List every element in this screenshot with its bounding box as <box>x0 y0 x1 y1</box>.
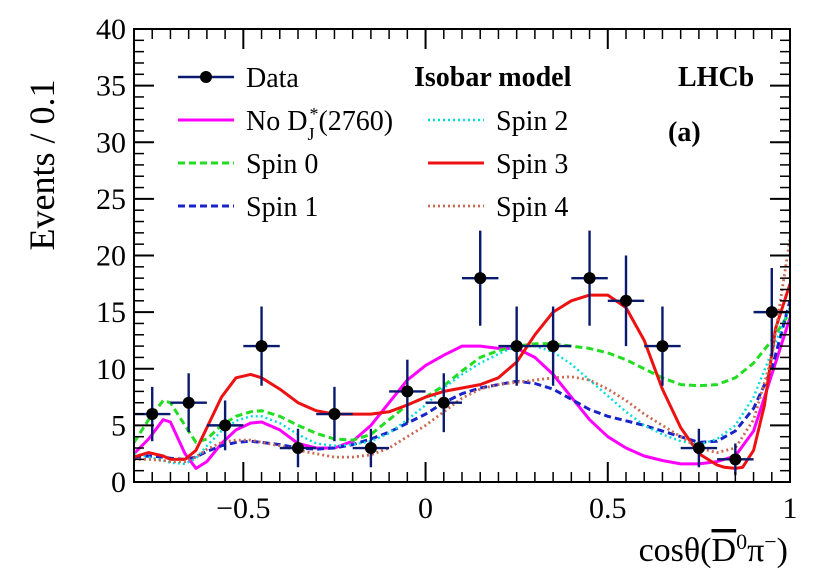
data-marker <box>620 294 632 307</box>
data-marker <box>219 419 232 432</box>
x-tick-label: 1 <box>783 492 798 525</box>
series-line-nod <box>134 317 790 470</box>
data-marker <box>146 408 159 421</box>
data-marker <box>182 396 195 409</box>
series-line-spin0 <box>134 311 790 444</box>
legend-marker-data <box>200 71 212 83</box>
plot-frame <box>133 28 791 483</box>
y-tick-label: 30 <box>96 126 126 159</box>
series-layer <box>134 238 790 470</box>
model-label: Isobar model <box>414 62 572 93</box>
data-point-7 <box>389 359 426 424</box>
data-point-2 <box>206 400 244 451</box>
data-marker <box>583 272 596 285</box>
legend-item-spin2: Spin 2 <box>428 106 568 137</box>
x-axis-label: cosθ(D0π−) <box>639 529 788 570</box>
data-marker <box>401 385 414 398</box>
y-tick-label: 0 <box>111 466 126 499</box>
y-tick-label: 40 <box>96 13 126 46</box>
experiment-label: LHCb <box>678 62 754 93</box>
x-label-dbar: D <box>712 532 737 569</box>
data-point-10 <box>498 306 535 386</box>
legend-item-data: Data <box>178 63 299 94</box>
x-tick-label: 0.5 <box>589 492 627 525</box>
data-point-1 <box>170 373 207 433</box>
x-tick-label: 0 <box>418 492 433 525</box>
data-point-11 <box>534 306 572 386</box>
legend-label-spin3: Spin 3 <box>496 149 568 180</box>
data-point-13 <box>607 255 645 347</box>
series-line-spin2 <box>134 306 790 466</box>
data-point-3 <box>243 306 280 386</box>
legend-label-spin4: Spin 4 <box>496 192 568 223</box>
legend-label-spin1: Spin 1 <box>246 192 318 223</box>
series-line-spin3 <box>134 283 790 470</box>
data-point-12 <box>571 230 608 326</box>
series-line-spin1 <box>134 300 790 461</box>
data-point-4 <box>279 428 317 468</box>
legend-item-spin1: Spin 1 <box>178 192 318 223</box>
data-marker <box>255 340 268 353</box>
legend: Data No DJ*(2760) Spin 0 Spin 1 Spin 2 S… <box>178 63 568 223</box>
legend-item-spin4: Spin 4 <box>428 192 568 223</box>
data-marker <box>474 272 487 285</box>
data-point-14 <box>644 306 681 386</box>
y-tick-label: 15 <box>96 296 126 329</box>
data-marker <box>510 340 523 353</box>
legend-item-spin0: Spin 0 <box>178 149 318 180</box>
data-marker <box>328 408 341 421</box>
data-marker <box>364 442 377 455</box>
data-marker <box>292 442 304 455</box>
data-marker <box>692 442 705 455</box>
legend-label-spin0: Spin 0 <box>246 149 318 180</box>
y-tick-label: 5 <box>111 409 126 442</box>
data-point-6 <box>352 428 390 468</box>
y-tick-label: 20 <box>96 240 126 273</box>
legend-label-no-dj: No DJ*(2760) <box>246 104 393 144</box>
data-layer <box>134 230 790 476</box>
data-point-0 <box>134 386 171 442</box>
series-line-spin4 <box>134 238 790 463</box>
legend-label-data: Data <box>246 63 299 94</box>
legend-item-spin3: Spin 3 <box>428 149 568 180</box>
data-point-16 <box>717 443 754 476</box>
tick-labels: 0 5 10 15 20 25 30 35 40 −0.5 0 0.5 1 <box>96 13 798 525</box>
data-marker <box>437 396 450 409</box>
legend-item-no-dj: No DJ*(2760) <box>178 104 393 144</box>
legend-label-spin2: Spin 2 <box>496 106 568 137</box>
axis-ticks <box>133 28 791 483</box>
data-point-8 <box>425 373 462 433</box>
y-tick-label: 25 <box>96 183 126 216</box>
data-point-9 <box>462 230 499 326</box>
data-marker <box>547 340 560 353</box>
y-axis-label: Events / 0.1 <box>22 80 62 251</box>
data-marker <box>729 453 742 466</box>
x-tick-label: −0.5 <box>216 492 270 525</box>
data-point-15 <box>680 428 718 468</box>
data-point-5 <box>316 386 353 442</box>
y-tick-label: 10 <box>96 353 126 386</box>
data-marker <box>656 340 669 353</box>
y-tick-label: 35 <box>96 70 126 103</box>
panel-label: (a) <box>668 117 701 148</box>
